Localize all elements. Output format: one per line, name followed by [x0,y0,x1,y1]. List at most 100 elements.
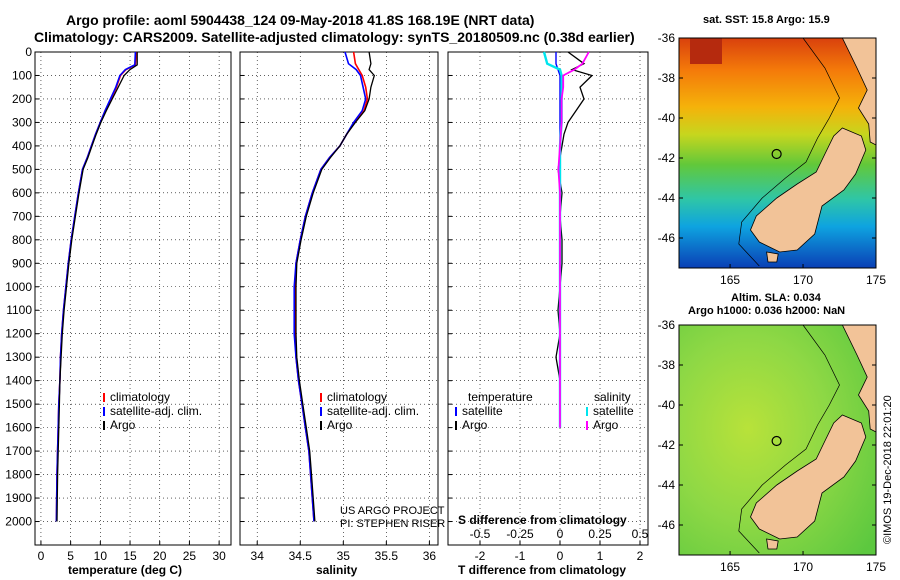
legend-item-s-argo: Argo [586,418,634,432]
map-y-tick-label: -44 [658,478,676,492]
legend-swatch [103,393,105,402]
land-stewart-island [766,251,779,263]
map-y-tick-label: -42 [658,151,676,165]
legend-label: climatology [110,390,171,404]
y-tick-label: 1800 [5,468,32,482]
x2-tick-label: 0.5 [632,527,649,541]
legend-label: Argo [327,418,353,432]
y-tick-label: 600 [12,186,32,200]
legend-swatch [320,407,322,416]
y-tick-label: 400 [12,139,32,153]
map-x-tick-label: 175 [866,560,886,574]
legend-swatch [103,407,105,416]
land-stewart-island [766,538,779,550]
x-tick-label: 5 [67,549,74,563]
x-tick-label: 30 [212,549,226,563]
legend-item-argo: Argo [320,418,419,432]
temperature-xlabel: temperature (deg C) [68,563,183,577]
legend-swatch [103,421,105,430]
y-tick-label: 2000 [5,515,32,529]
salinity-legend: climatology satellite-adj. clim. Argo [320,390,419,432]
legend-swatch [586,421,588,430]
x-tick-label: 20 [153,549,167,563]
imos-watermark: ©IMOS 19-Dec-2018 22:01:20 [882,395,894,544]
x-tick-label: 10 [94,549,108,563]
map-y-tick-label: -46 [658,518,676,532]
y-tick-label: 200 [12,92,32,106]
map-y-tick-label: -38 [658,358,676,372]
y-tick-label: 1500 [5,397,32,411]
temperature-legend: climatology satellite-adj. clim. Argo [103,390,202,432]
y-tick-label: 1100 [6,303,32,317]
legend-item-argo: Argo [103,418,202,432]
map-y-tick-label: -44 [658,191,676,205]
title-line-1: Argo profile: aoml 5904438_124 09-May-20… [66,12,535,28]
x2-tick-label: -0.25 [506,527,534,541]
y-tick-label: 1600 [5,421,32,435]
y-tick-label: 100 [12,68,32,82]
y-tick-label: 1400 [5,374,32,388]
map-y-tick-label: -36 [658,31,676,45]
map-x-tick-label: 170 [793,273,813,287]
legend-swatch [320,393,322,402]
credit-project: US ARGO PROJECT [340,505,445,517]
t-difference-legend: temperature satellite Argo [455,390,533,432]
x-tick-label: -1 [515,549,526,563]
legend-heading: temperature [468,390,533,404]
bathymetry-contour [738,37,840,267]
y-tick-label: 300 [12,115,32,129]
argo-position-marker [771,435,782,447]
legend-heading: salinity [594,390,631,404]
legend-label: satellite-adj. clim. [110,404,203,418]
s-difference-xlabel: S difference from climatology [458,513,627,527]
y-tick-label: 1700 [5,444,32,458]
salinity-xlabel: salinity [316,563,358,577]
series-line-argo [295,51,376,522]
map-x-tick-label: 175 [866,273,886,287]
bathymetry-contour [738,324,840,554]
legend-label: Argo [110,418,136,432]
map-x-tick-label: 165 [720,273,740,287]
title-line-2: Climatology: CARS2009. Satellite-adjuste… [34,29,635,45]
series-line-argo [56,52,138,522]
credit-pi: PI: STEPHEN RISER [340,518,446,530]
legend-label: satellite [593,404,634,418]
x2-tick-label: 0 [557,527,564,541]
x-tick-label: 2 [637,549,644,563]
s-difference-legend: salinity satellite Argo [586,390,634,432]
series-line-satellite-adj-clim- [293,51,367,522]
legend-label: Argo [462,418,488,432]
y-tick-label: 500 [12,162,32,176]
y-tick-label: 800 [12,233,32,247]
x-tick-label: 25 [183,549,197,563]
x-tick-label: -2 [475,549,486,563]
legend-label: climatology [327,390,388,404]
x-tick-label: 34.5 [289,549,313,563]
legend-item-climatology: climatology [103,390,202,404]
series-line-s-argo [557,51,590,428]
land-south-island [750,127,867,253]
y-tick-label: 1300 [5,350,32,364]
map-x-tick-label: 170 [793,560,813,574]
t-difference-xlabel: T difference from climatology [458,563,627,577]
argo-position-marker [771,148,782,160]
legend-item-satellite: satellite-adj. clim. [103,404,202,418]
legend-label: satellite [462,404,503,418]
legend-swatch [320,421,322,430]
legend-swatch [455,407,457,416]
x-tick-label: 36 [423,549,437,563]
legend-label: satellite-adj. clim. [327,404,420,418]
legend-item-t-argo: Argo [455,418,533,432]
y-tick-label: 1000 [5,280,32,294]
map-y-tick-label: -38 [658,71,676,85]
sla-map-title: Altim. SLA: 0.034 [731,292,821,304]
map-y-tick-label: -42 [658,438,676,452]
land-south-island [750,414,867,540]
x-tick-label: 35 [337,549,351,563]
legend-swatch [586,407,588,416]
x2-tick-label: 0.25 [588,527,612,541]
